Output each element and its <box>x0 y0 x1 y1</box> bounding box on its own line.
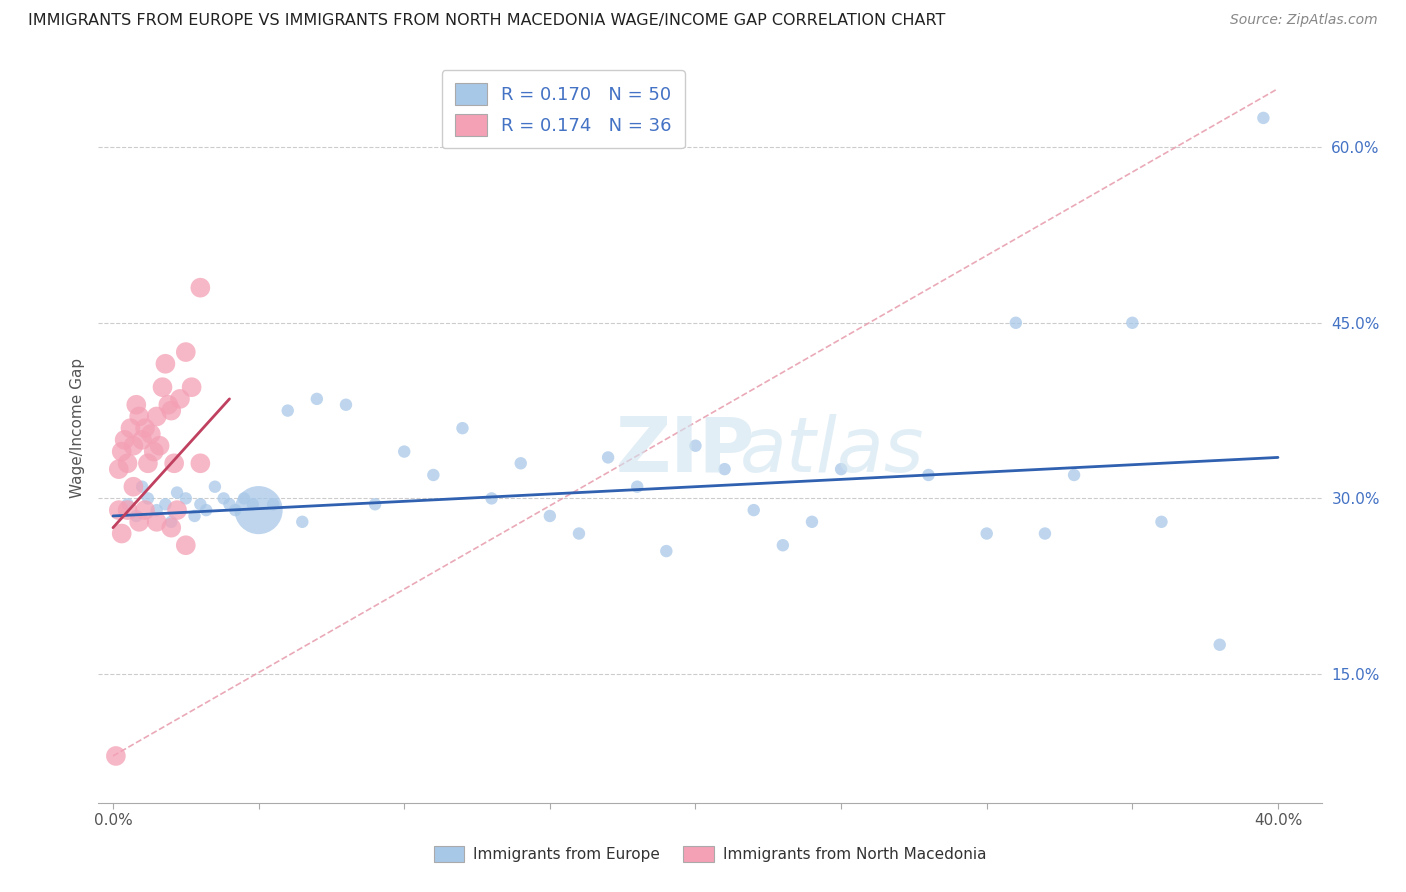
Point <box>224 503 246 517</box>
Point <box>242 497 264 511</box>
Point <box>1063 467 1085 482</box>
Point <box>122 480 145 494</box>
Point <box>139 427 162 442</box>
Point <box>204 480 226 494</box>
Point <box>1121 316 1143 330</box>
Point <box>152 380 174 394</box>
Point <box>128 515 150 529</box>
Point <box>111 526 134 541</box>
Point <box>142 444 165 458</box>
Point <box>104 749 127 764</box>
Point <box>195 503 218 517</box>
Point <box>188 456 212 470</box>
Point <box>145 503 167 517</box>
Point <box>247 503 270 517</box>
Point <box>155 497 177 511</box>
Y-axis label: Wage/Income Gap: Wage/Income Gap <box>69 358 84 499</box>
Point <box>131 433 153 447</box>
Point <box>976 526 998 541</box>
Point <box>1033 526 1056 541</box>
Point <box>233 491 256 506</box>
Point <box>335 398 357 412</box>
Point <box>160 515 183 529</box>
Point <box>174 491 197 506</box>
Point <box>145 515 167 529</box>
Point <box>128 409 150 424</box>
Point <box>108 462 131 476</box>
Point <box>122 439 145 453</box>
Point <box>917 467 939 482</box>
Point <box>1004 316 1026 330</box>
Point <box>801 515 824 529</box>
Point <box>713 462 735 476</box>
Point <box>174 538 197 552</box>
Point <box>305 392 328 406</box>
Point <box>772 538 794 552</box>
Point <box>160 403 183 417</box>
Point <box>134 421 156 435</box>
Point <box>163 456 186 470</box>
Point <box>111 444 134 458</box>
Point <box>568 526 591 541</box>
Point <box>509 456 531 470</box>
Point <box>626 480 648 494</box>
Point <box>422 467 444 482</box>
Text: Source: ZipAtlas.com: Source: ZipAtlas.com <box>1230 13 1378 28</box>
Legend: Immigrants from Europe, Immigrants from North Macedonia: Immigrants from Europe, Immigrants from … <box>426 838 994 870</box>
Point <box>120 421 142 435</box>
Text: IMMIGRANTS FROM EUROPE VS IMMIGRANTS FROM NORTH MACEDONIA WAGE/INCOME GAP CORREL: IMMIGRANTS FROM EUROPE VS IMMIGRANTS FRO… <box>28 13 945 29</box>
Point <box>655 544 678 558</box>
Point <box>183 508 205 523</box>
Point <box>117 497 139 511</box>
Text: ZIP: ZIP <box>616 414 755 488</box>
Point <box>114 433 136 447</box>
Point <box>188 497 212 511</box>
Text: atlas: atlas <box>740 414 925 488</box>
Point <box>262 497 284 511</box>
Point <box>155 357 177 371</box>
Point <box>125 508 148 523</box>
Point <box>136 491 159 506</box>
Point <box>157 398 180 412</box>
Point <box>685 439 707 453</box>
Point <box>1253 111 1275 125</box>
Point <box>291 515 314 529</box>
Point <box>277 403 299 417</box>
Point <box>160 521 183 535</box>
Point <box>212 491 235 506</box>
Point <box>125 398 148 412</box>
Point <box>136 456 159 470</box>
Point <box>166 503 188 517</box>
Point <box>538 508 561 523</box>
Point <box>188 281 212 295</box>
Point <box>394 444 416 458</box>
Point <box>1150 515 1173 529</box>
Point <box>131 480 153 494</box>
Point <box>364 497 387 511</box>
Point <box>1208 638 1232 652</box>
Point <box>481 491 503 506</box>
Point <box>830 462 852 476</box>
Point <box>145 409 167 424</box>
Point <box>149 439 172 453</box>
Point <box>174 345 197 359</box>
Point <box>451 421 474 435</box>
Point <box>108 503 131 517</box>
Point <box>134 503 156 517</box>
Point <box>218 497 240 511</box>
Point <box>598 450 620 465</box>
Point <box>117 456 139 470</box>
Point <box>180 380 202 394</box>
Point <box>166 485 188 500</box>
Point <box>117 503 139 517</box>
Point <box>742 503 765 517</box>
Point <box>169 392 191 406</box>
